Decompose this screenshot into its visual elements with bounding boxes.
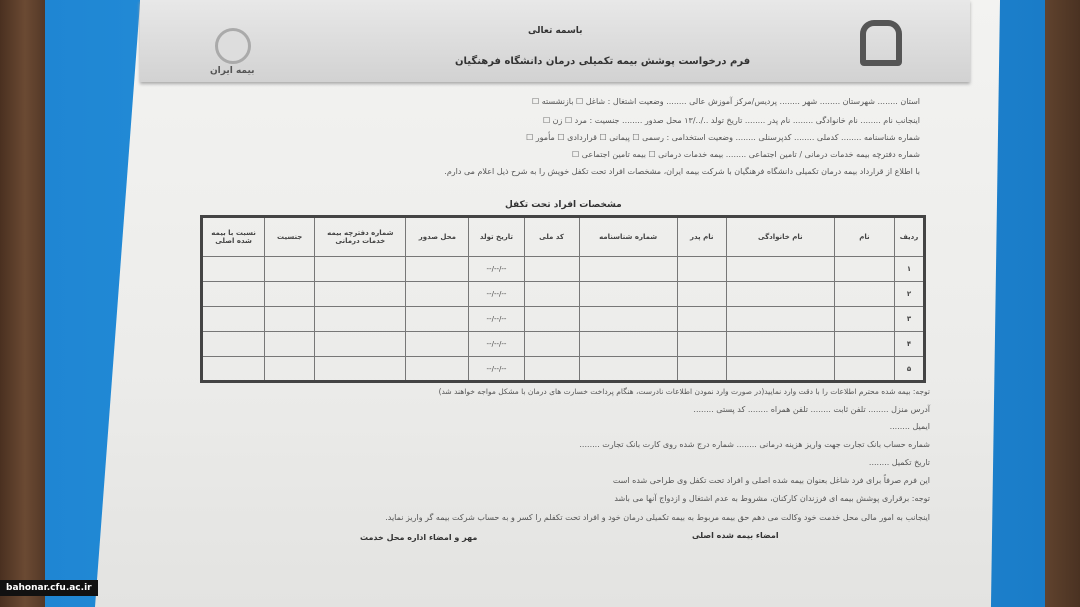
table-cell[interactable] [264,331,316,357]
table-cell[interactable] [676,256,727,282]
row-number: ۲ [893,281,926,307]
column-header: نام [833,216,895,257]
table-cell[interactable] [314,331,407,357]
table-row: ۱ --/--/-- [200,256,926,282]
column-header: شماره شناسنامه [578,216,678,257]
completion-date-field[interactable]: تاریخ تکمیل ........ [868,458,930,467]
farhangian-university-logo [860,20,902,66]
table-cell[interactable] [725,306,835,332]
table-cell[interactable] [314,281,407,307]
office-signature-label: مهر و امضاء اداره محل خدمت [360,533,478,542]
birthdate-cell[interactable]: --/--/-- [468,331,525,357]
table-cell[interactable] [725,281,835,307]
birthdate-cell[interactable]: --/--/-- [468,356,525,382]
birthdate-cell[interactable]: --/--/-- [468,281,525,307]
table-cell[interactable] [725,356,835,382]
bimeh-iran-logo-text: بیمه ایران [210,66,255,76]
watermark: bahonar.cfu.ac.ir [0,580,98,596]
dependents-table: ردیف نام نام خانوادگی نام پدر شماره شناسنامه… [200,215,926,383]
insured-signature-label: امضاء بیمه شده اصلی [692,531,779,540]
table-cell[interactable] [676,356,727,382]
table-cell[interactable] [833,256,895,282]
table-cell[interactable] [833,356,895,382]
table-cell[interactable] [314,356,407,382]
bimeh-iran-logo [215,28,251,64]
info-paragraph-3: اینجانب به امور مالی محل خدمت خود وکالت … [385,513,930,522]
table-cell[interactable] [405,331,470,357]
table-cell[interactable] [405,356,470,382]
row-number: ۴ [893,331,926,357]
table-cell[interactable] [523,331,580,357]
table-cell[interactable] [264,281,316,307]
table-cell[interactable] [725,256,835,282]
row-number: ۱ [893,256,926,282]
column-header: محل صدور [405,216,470,257]
birthdate-cell[interactable]: --/--/-- [468,256,525,282]
row-number: ۵ [893,356,926,382]
table-cell[interactable] [578,356,678,382]
table-cell[interactable] [264,306,316,332]
table-cell[interactable] [200,306,266,332]
table-cell[interactable] [523,256,580,282]
table-cell[interactable] [200,356,266,382]
table-cell[interactable] [578,256,678,282]
birthdate-cell[interactable]: --/--/-- [468,306,525,332]
column-header: نام خانوادگی [725,216,835,257]
column-header: نسبت با بیمه شده اصلی [200,216,266,257]
table-row: ۳ --/--/-- [200,306,926,332]
row-number: ۳ [893,306,926,332]
table-cell[interactable] [833,306,895,332]
table-cell[interactable] [264,356,316,382]
table-cell[interactable] [523,306,580,332]
column-header: کد ملی [523,216,580,257]
column-header: شماره دفترچه بیمه خدمات درمانی [314,216,407,257]
table-row: ۲ --/--/-- [200,281,926,307]
column-header: نام پدر [676,216,727,257]
table-title: مشخصات افراد تحت تکفل [505,200,622,210]
column-header: تاریخ تولد [468,216,525,257]
table-cell[interactable] [200,256,266,282]
table-cell[interactable] [578,306,678,332]
bismillah: باسمه تعالی [528,26,583,36]
table-cell[interactable] [523,356,580,382]
column-header: جنسیت [264,216,316,257]
table-cell[interactable] [523,281,580,307]
table-cell[interactable] [725,331,835,357]
info-paragraph-2: توجه: برقراری پوشش بیمه ای فرزندان کارکن… [614,494,930,503]
table-cell[interactable] [676,281,727,307]
table-cell[interactable] [833,281,895,307]
table-cell[interactable] [264,256,316,282]
table-cell[interactable] [405,306,470,332]
column-header: ردیف [893,216,926,257]
bank-account-field[interactable]: شماره حساب بانک تجارت جهت واریز هزینه در… [579,440,930,449]
form-title: فرم درخواست پوشش بیمه تکمیلی درمان دانشگ… [455,56,751,67]
table-cell[interactable] [578,281,678,307]
table-cell[interactable] [314,306,407,332]
declaration-text: با اطلاع از قرارداد بیمه درمان تکمیلی دا… [444,167,920,176]
table-cell[interactable] [833,331,895,357]
field-line-insurance[interactable]: شماره دفترچه بیمه خدمات درمانی / تامین ا… [572,150,920,159]
form-header [140,0,970,82]
table-cell[interactable] [676,306,727,332]
email-field[interactable]: ایمیل ........ [889,422,930,431]
field-line-id[interactable]: شماره شناسنامه ........ کدملی ........ ک… [526,133,920,142]
table-row: ۵ --/--/-- [200,356,926,382]
table-cell[interactable] [676,331,727,357]
table-cell[interactable] [314,256,407,282]
info-paragraph-1: این فرم صرفاً برای فرد شاغل بعنوان بیمه … [612,476,930,485]
table-cell[interactable] [200,331,266,357]
wood-background-left [0,0,50,607]
table-cell[interactable] [405,281,470,307]
field-line-location[interactable]: استان ........ شهرستان ........ شهر ....… [532,97,920,106]
table-cell[interactable] [578,331,678,357]
table-cell[interactable] [200,281,266,307]
field-line-name[interactable]: اینجانب نام ........ نام خانوادگی ......… [542,116,920,125]
note-text: توجه: بیمه شده محترم اطلاعات را با دقت و… [438,387,930,396]
table-row: ۴ --/--/-- [200,331,926,357]
address-field[interactable]: آدرس منزل ........ تلفن ثابت ........ تل… [693,405,930,414]
table-cell[interactable] [405,256,470,282]
